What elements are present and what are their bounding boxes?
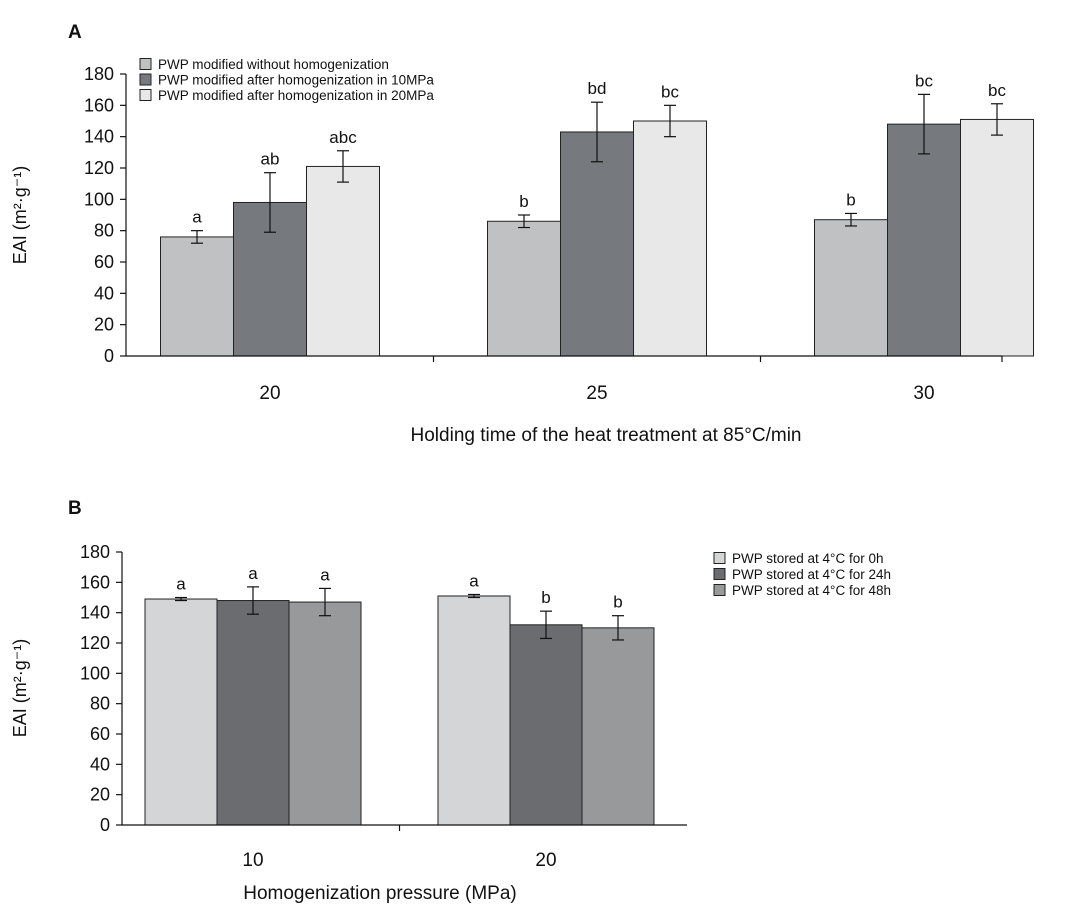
x-tick-label: 25 <box>586 383 607 404</box>
significance-label: ab <box>261 150 280 169</box>
significance-label: a <box>192 208 202 227</box>
y-tick-label: 60 <box>94 252 114 272</box>
y-tick-label: 160 <box>80 572 110 592</box>
x-tick-label: 20 <box>535 850 556 871</box>
bar <box>437 595 511 826</box>
significance-label: bc <box>915 71 933 90</box>
y-tick-label: 180 <box>84 64 114 84</box>
significance-label: bc <box>988 81 1006 100</box>
y-tick-label: 0 <box>100 815 110 835</box>
bar <box>306 165 380 357</box>
legend-label: PWP stored at 4°C for 0h <box>732 551 883 566</box>
y-tick-label: 180 <box>80 542 110 562</box>
legend-label: PWP stored at 4°C for 24h <box>732 567 891 582</box>
significance-label: a <box>320 565 330 584</box>
bar <box>487 220 561 357</box>
significance-label: b <box>613 593 622 612</box>
panel-label: A <box>68 22 82 43</box>
y-tick-label: 100 <box>84 189 114 209</box>
panel-b: Ba a a b a b 0 20 40 60 80 100 120 140 160 180 10 20 Homog… <box>10 498 891 904</box>
y-tick-label: 80 <box>90 694 110 714</box>
y-tick-label: 0 <box>104 346 114 366</box>
legend-swatch <box>139 58 152 70</box>
y-tick-label: 100 <box>80 663 110 683</box>
bar <box>288 601 362 826</box>
y-tick-label: 140 <box>80 603 110 623</box>
significance-label: a <box>248 564 258 583</box>
legend-swatch <box>713 584 726 596</box>
significance-label: a <box>469 571 479 590</box>
legend-swatch <box>713 568 726 580</box>
x-tick-label: 30 <box>913 383 934 404</box>
bar <box>581 627 655 826</box>
legend-swatch <box>139 89 152 101</box>
legend-label: PWP stored at 4°C for 48h <box>732 583 891 598</box>
x-axis-label: Homogenization pressure (MPa) <box>243 883 517 904</box>
y-axis-label: EAI (m²·g⁻¹) <box>10 639 30 738</box>
y-tick-label: 140 <box>84 127 114 147</box>
y-tick-label: 80 <box>94 221 114 241</box>
y-tick-label: 20 <box>94 315 114 335</box>
bar <box>144 598 218 826</box>
x-tick-label: 10 <box>242 850 263 871</box>
significance-label: b <box>541 588 550 607</box>
y-tick-label: 120 <box>80 633 110 653</box>
bar <box>216 600 290 826</box>
y-tick-label: 120 <box>84 158 114 178</box>
bar <box>160 236 234 357</box>
significance-label: a <box>176 575 186 594</box>
bar <box>560 131 634 357</box>
legend-swatch <box>139 73 152 86</box>
bar <box>887 123 961 357</box>
y-tick-label: 40 <box>90 754 110 774</box>
legend-label: PWP modified without homogenization <box>158 57 389 72</box>
significance-label: bc <box>661 82 679 101</box>
bar <box>509 624 583 826</box>
legend-swatch <box>713 552 726 564</box>
y-tick-label: 60 <box>90 724 110 744</box>
legend-label: PWP modified after homogenization in 10M… <box>158 73 434 88</box>
bar <box>814 219 888 357</box>
significance-label: bd <box>588 79 607 98</box>
panel-label: B <box>68 498 82 519</box>
significance-label: b <box>519 192 528 211</box>
bar <box>633 120 707 357</box>
y-axis-label: EAI (m²·g⁻¹) <box>10 166 30 265</box>
significance-label: b <box>846 190 855 209</box>
y-tick-label: 40 <box>94 283 114 303</box>
x-axis-label: Holding time of the heat treatment at 85… <box>411 425 802 446</box>
bar <box>960 118 1034 357</box>
legend-label: PWP modified after homogenization in 20M… <box>158 88 434 103</box>
y-tick-label: 160 <box>84 95 114 115</box>
y-tick-label: 20 <box>90 785 110 805</box>
significance-label: abc <box>329 128 357 147</box>
x-tick-label: 20 <box>259 383 280 404</box>
